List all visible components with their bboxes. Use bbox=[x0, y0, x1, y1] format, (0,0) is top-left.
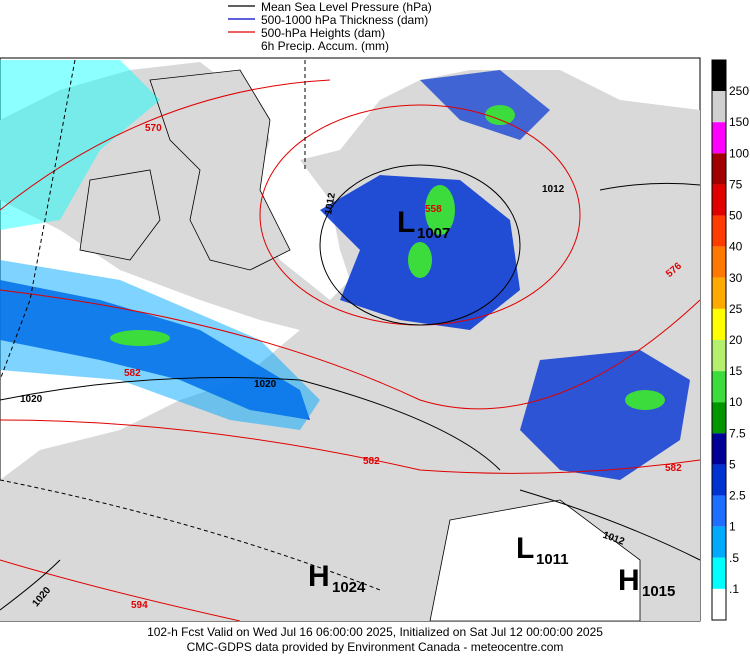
colorbar-label: 100 bbox=[729, 146, 749, 160]
thickness-contour bbox=[0, 59, 76, 381]
legend-label: Mean Sea Level Pressure (hPa) bbox=[261, 0, 432, 14]
pressure-contour bbox=[0, 377, 501, 471]
height-contour bbox=[0, 79, 331, 211]
colorbar-label: 75 bbox=[729, 177, 743, 191]
contour-label: 1012 bbox=[542, 184, 565, 195]
precip bbox=[520, 350, 690, 480]
colorbar-swatch bbox=[712, 277, 726, 309]
contour-label: 558 bbox=[425, 204, 442, 215]
colorbar-swatch bbox=[712, 215, 726, 247]
sea bbox=[429, 499, 641, 622]
colorbar-label: 10 bbox=[729, 395, 743, 409]
height-contour bbox=[0, 419, 701, 474]
colorbar-swatch bbox=[712, 153, 726, 185]
colorbar-label: 7.5 bbox=[729, 426, 746, 440]
pressure-contour bbox=[599, 182, 701, 191]
colorbar-label: 2.5 bbox=[729, 489, 746, 503]
height-contour bbox=[0, 559, 241, 622]
colorbar-swatch bbox=[712, 308, 726, 340]
precip bbox=[425, 185, 455, 235]
colorbar-swatch bbox=[712, 371, 726, 403]
colorbar-frame bbox=[711, 59, 727, 621]
britain bbox=[149, 69, 291, 271]
land bbox=[0, 62, 700, 621]
colorbar-label: 15 bbox=[729, 364, 743, 378]
colorbar-swatch bbox=[712, 495, 726, 527]
colorbar-label: 30 bbox=[729, 271, 743, 285]
precip bbox=[408, 242, 432, 278]
colorbar-swatch bbox=[712, 184, 726, 216]
center-value: 1015 bbox=[642, 583, 675, 600]
pressure-contour bbox=[0, 559, 61, 611]
footer-line: 102-h Fcst Valid on Wed Jul 16 06:00:00 … bbox=[147, 625, 603, 639]
colorbar-label: 40 bbox=[729, 240, 743, 254]
contour-label: 582 bbox=[665, 463, 682, 474]
center-letter: H bbox=[308, 560, 330, 593]
colorbar-swatch bbox=[712, 246, 726, 278]
precip bbox=[0, 260, 320, 430]
thickness-contour bbox=[0, 479, 381, 591]
colorbar-label: .5 bbox=[729, 551, 739, 565]
contour-label: 1020 bbox=[20, 394, 43, 405]
colorbar-label: 250 bbox=[729, 84, 749, 98]
center-value: 1024 bbox=[332, 579, 366, 596]
legend-label: 6h Precip. Accum. (mm) bbox=[261, 39, 389, 53]
colorbar-swatch bbox=[712, 526, 726, 558]
colorbar-label: .1 bbox=[729, 582, 739, 596]
center-value: 1007 bbox=[417, 225, 450, 242]
colorbar-swatch bbox=[712, 433, 726, 465]
center-letter: L bbox=[516, 532, 534, 565]
legend: Mean Sea Level Pressure (hPa)500-1000 hP… bbox=[228, 0, 432, 53]
legend-label: 500-1000 hPa Thickness (dam) bbox=[261, 13, 428, 27]
colorbar-swatch bbox=[712, 557, 726, 589]
precip bbox=[485, 105, 515, 125]
contour-label: 582 bbox=[363, 456, 380, 467]
precip bbox=[110, 330, 170, 346]
colorbar-swatch bbox=[712, 91, 726, 123]
contour-label: 570 bbox=[145, 123, 162, 134]
colorbar-label: 20 bbox=[729, 333, 743, 347]
footer-line: CMC-GDPS data provided by Environment Ca… bbox=[187, 640, 564, 654]
center-value: 1011 bbox=[536, 551, 569, 568]
contour-label: 582 bbox=[124, 368, 141, 379]
pressure-contour bbox=[319, 164, 521, 326]
colorbar-label: 1 bbox=[729, 520, 736, 534]
colorbar-label: 150 bbox=[729, 115, 749, 129]
center-letter: L bbox=[397, 206, 415, 239]
ireland bbox=[79, 169, 161, 261]
contour-label: 594 bbox=[131, 600, 148, 611]
map: 570 1012 558 1012 576 582 1020 1020 582 … bbox=[0, 57, 701, 622]
precip bbox=[625, 390, 665, 410]
precip bbox=[420, 70, 550, 140]
colorbar-swatch bbox=[712, 402, 726, 434]
colorbar-label: 5 bbox=[729, 457, 736, 471]
colorbar-swatch bbox=[712, 122, 726, 154]
height-contour bbox=[0, 289, 701, 410]
center-letter: H bbox=[618, 564, 640, 597]
legend-label: 500-hPa Heights (dam) bbox=[261, 26, 385, 40]
colorbar-swatch bbox=[712, 588, 726, 620]
colorbar-swatch bbox=[712, 340, 726, 372]
colorbar-label: 25 bbox=[729, 302, 743, 316]
contour-label: 1020 bbox=[254, 379, 277, 390]
contour-label: 1012 bbox=[323, 192, 338, 216]
colorbar-label: 50 bbox=[729, 209, 743, 223]
colorbar: 250 150 100 75 50 40 30 25 20 15 10 7.5 5 2.5 1 .5 .1 bbox=[711, 59, 749, 621]
pressure-contour bbox=[519, 489, 701, 561]
colorbar-swatch bbox=[712, 60, 726, 92]
colorbar-swatch bbox=[712, 464, 726, 496]
precip bbox=[0, 60, 160, 230]
